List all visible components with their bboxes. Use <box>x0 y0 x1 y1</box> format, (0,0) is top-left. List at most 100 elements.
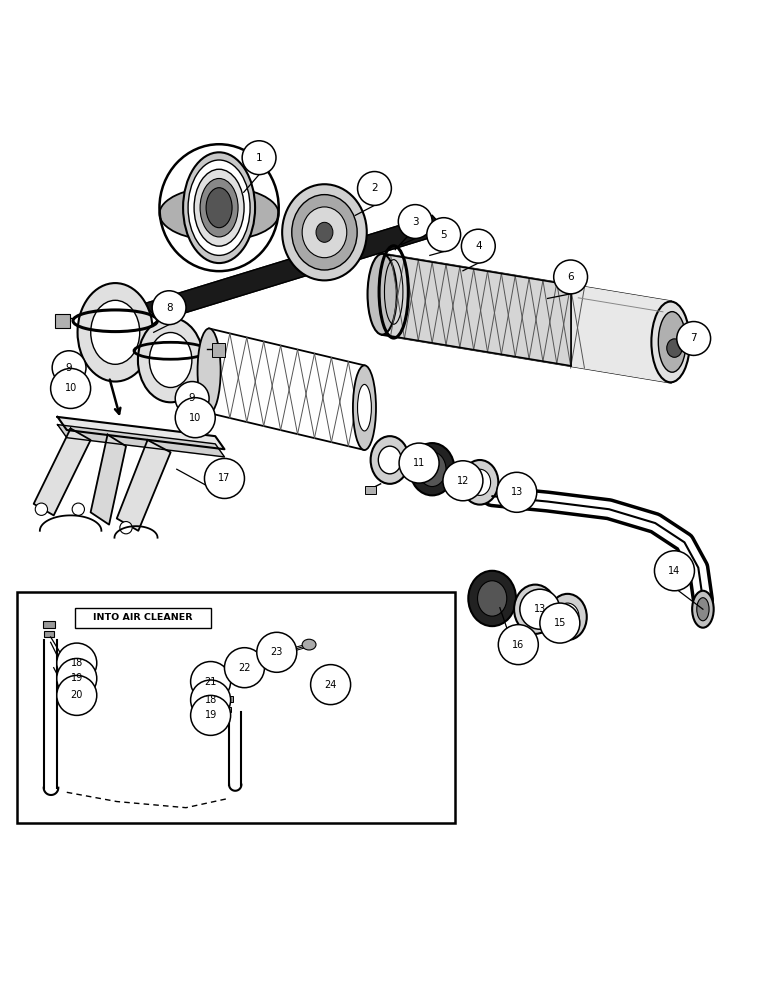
Ellipse shape <box>697 598 709 621</box>
Ellipse shape <box>91 300 140 364</box>
Text: 18: 18 <box>205 695 217 705</box>
Polygon shape <box>117 440 171 531</box>
Ellipse shape <box>149 333 192 388</box>
Text: 14: 14 <box>669 566 681 576</box>
Ellipse shape <box>659 312 686 372</box>
Ellipse shape <box>282 184 367 280</box>
Polygon shape <box>144 215 448 321</box>
Text: 19: 19 <box>205 710 217 720</box>
Circle shape <box>57 643 96 683</box>
Ellipse shape <box>183 152 255 263</box>
Ellipse shape <box>692 591 713 628</box>
Bar <box>45 631 54 637</box>
Circle shape <box>191 680 231 720</box>
Text: 22: 22 <box>239 663 251 673</box>
Ellipse shape <box>548 594 587 640</box>
Text: 1: 1 <box>256 153 262 163</box>
Ellipse shape <box>208 670 225 691</box>
Text: 4: 4 <box>475 241 482 251</box>
Bar <box>70 380 83 386</box>
Circle shape <box>191 662 231 702</box>
Ellipse shape <box>462 460 498 505</box>
Circle shape <box>427 218 461 252</box>
Text: 13: 13 <box>510 487 523 497</box>
Circle shape <box>310 665 350 705</box>
Ellipse shape <box>240 663 256 675</box>
Circle shape <box>443 461 483 501</box>
Polygon shape <box>391 255 571 366</box>
Ellipse shape <box>667 339 682 357</box>
Text: 3: 3 <box>412 217 418 227</box>
Text: 21: 21 <box>205 677 217 687</box>
Polygon shape <box>571 285 671 382</box>
Circle shape <box>120 522 132 534</box>
Ellipse shape <box>73 361 80 365</box>
Ellipse shape <box>292 195 357 270</box>
Ellipse shape <box>469 469 491 495</box>
Ellipse shape <box>371 436 409 484</box>
Ellipse shape <box>198 328 221 413</box>
Ellipse shape <box>514 585 557 634</box>
Circle shape <box>496 472 537 512</box>
Circle shape <box>225 648 265 688</box>
Ellipse shape <box>378 446 401 474</box>
Circle shape <box>36 503 48 515</box>
Circle shape <box>175 382 209 415</box>
Circle shape <box>399 443 439 483</box>
Ellipse shape <box>316 222 333 242</box>
Circle shape <box>257 632 296 672</box>
Ellipse shape <box>469 571 516 626</box>
Ellipse shape <box>418 452 446 487</box>
Text: 8: 8 <box>166 303 172 313</box>
Ellipse shape <box>523 595 547 624</box>
Circle shape <box>205 458 245 498</box>
Text: 12: 12 <box>457 476 469 486</box>
Ellipse shape <box>160 187 279 241</box>
Polygon shape <box>58 425 225 457</box>
Text: 2: 2 <box>371 183 378 193</box>
Ellipse shape <box>302 207 347 258</box>
Bar <box>365 486 376 494</box>
Circle shape <box>398 205 432 238</box>
Ellipse shape <box>188 160 250 255</box>
Ellipse shape <box>410 443 455 495</box>
Ellipse shape <box>302 639 316 650</box>
Ellipse shape <box>77 283 153 382</box>
Circle shape <box>462 229 495 263</box>
Polygon shape <box>382 254 671 382</box>
Text: 20: 20 <box>70 690 83 700</box>
FancyBboxPatch shape <box>75 608 211 628</box>
Ellipse shape <box>652 302 690 382</box>
Ellipse shape <box>324 676 340 690</box>
Ellipse shape <box>206 188 232 228</box>
Ellipse shape <box>357 384 371 431</box>
Circle shape <box>51 368 90 408</box>
Polygon shape <box>34 428 90 515</box>
Text: 15: 15 <box>554 618 566 628</box>
Circle shape <box>554 260 587 294</box>
Polygon shape <box>58 417 225 449</box>
Ellipse shape <box>138 318 203 402</box>
Circle shape <box>520 589 560 629</box>
Bar <box>222 696 233 702</box>
Circle shape <box>57 675 96 715</box>
Ellipse shape <box>353 365 376 450</box>
Text: 9: 9 <box>189 393 195 403</box>
Polygon shape <box>90 435 126 525</box>
Circle shape <box>57 658 96 698</box>
Text: 10: 10 <box>189 413 201 423</box>
Circle shape <box>175 398 215 438</box>
Text: 24: 24 <box>324 680 337 690</box>
Bar <box>184 407 195 412</box>
Ellipse shape <box>556 603 579 631</box>
Ellipse shape <box>367 254 397 335</box>
Ellipse shape <box>186 390 191 394</box>
Circle shape <box>72 503 84 515</box>
Ellipse shape <box>200 178 238 237</box>
Circle shape <box>655 551 695 591</box>
Text: 18: 18 <box>71 658 83 668</box>
Text: INTO AIR CLEANER: INTO AIR CLEANER <box>93 613 193 622</box>
Bar <box>55 314 70 328</box>
Circle shape <box>242 141 276 175</box>
Polygon shape <box>209 328 364 450</box>
